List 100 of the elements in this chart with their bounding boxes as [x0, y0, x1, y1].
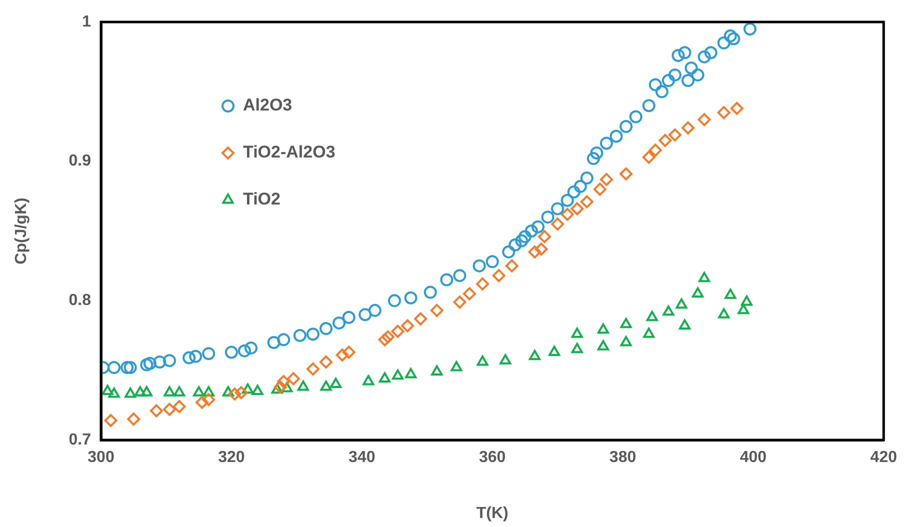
point	[662, 305, 674, 316]
point	[648, 144, 662, 157]
point	[548, 346, 560, 356]
point	[108, 388, 120, 398]
point	[681, 121, 694, 134]
point	[297, 380, 309, 391]
point	[692, 287, 704, 298]
point	[378, 372, 390, 382]
point	[127, 412, 140, 426]
point	[698, 272, 710, 282]
point	[453, 296, 466, 309]
y-axis-title: Cp(J/gK)	[13, 198, 30, 264]
y-tick-label: 0.7	[68, 431, 92, 448]
point	[306, 362, 320, 376]
point	[391, 324, 404, 338]
point	[570, 202, 584, 216]
point	[320, 355, 333, 368]
point	[401, 319, 414, 332]
point	[336, 348, 349, 362]
point	[642, 150, 656, 164]
point	[551, 218, 564, 231]
point	[104, 414, 118, 427]
point	[560, 208, 574, 221]
x-tick-label: 300	[88, 449, 114, 466]
point	[597, 340, 609, 350]
x-tick-label: 400	[740, 449, 767, 466]
point	[505, 259, 518, 272]
point	[580, 195, 594, 208]
point	[320, 380, 332, 391]
point	[534, 242, 548, 256]
point	[620, 336, 632, 346]
point	[740, 296, 752, 306]
point	[463, 287, 476, 300]
point	[242, 383, 254, 394]
point	[222, 386, 234, 396]
point	[378, 333, 392, 346]
point	[162, 402, 176, 416]
point	[620, 318, 632, 328]
point	[724, 288, 736, 299]
x-tick-label: 360	[478, 449, 506, 466]
point	[196, 396, 209, 409]
point	[392, 369, 404, 380]
point	[717, 106, 730, 120]
point	[538, 230, 552, 244]
point	[593, 182, 606, 196]
point	[202, 386, 214, 396]
point	[676, 298, 688, 309]
point	[643, 328, 655, 338]
point	[738, 304, 750, 314]
point	[362, 374, 374, 386]
point	[430, 304, 444, 317]
point	[476, 277, 490, 290]
point	[193, 386, 205, 396]
point	[668, 128, 682, 142]
point	[286, 372, 300, 386]
point	[450, 361, 462, 372]
point	[620, 167, 633, 180]
legend-label: TiO2-Al2O3	[243, 142, 336, 162]
legend-label: TiO2	[243, 190, 280, 209]
point	[431, 365, 443, 376]
point	[124, 388, 136, 398]
legend-label: Al2O3	[243, 96, 292, 115]
point	[150, 404, 163, 418]
point	[405, 368, 417, 378]
x-tick-label: 320	[218, 449, 245, 466]
point	[500, 354, 512, 364]
point	[252, 384, 264, 395]
point	[202, 393, 216, 406]
y-tick-label: 0.9	[68, 152, 92, 170]
point	[658, 134, 672, 147]
point	[164, 386, 176, 396]
point	[571, 328, 583, 338]
point	[528, 350, 540, 360]
point	[414, 312, 428, 326]
x-tick-label: 340	[348, 449, 376, 466]
point	[600, 172, 613, 186]
point	[718, 308, 730, 318]
point	[342, 346, 356, 359]
point	[330, 378, 342, 388]
point	[174, 386, 186, 396]
point	[277, 374, 290, 388]
point	[234, 386, 248, 400]
point	[271, 383, 283, 394]
point	[698, 113, 711, 126]
point	[678, 319, 690, 330]
x-tick-label: 380	[609, 449, 636, 466]
point	[134, 386, 146, 396]
point	[730, 102, 744, 115]
point	[228, 388, 242, 401]
point	[172, 400, 186, 414]
y-tick-label: 1	[82, 13, 92, 30]
point	[571, 342, 583, 354]
point	[274, 380, 287, 394]
point	[476, 355, 488, 366]
point	[140, 386, 152, 396]
y-tick-label: 0.8	[68, 292, 92, 310]
x-axis-title: T(K)	[476, 504, 508, 522]
point	[281, 382, 293, 392]
point	[492, 269, 506, 282]
x-tick-label: 420	[870, 449, 898, 466]
